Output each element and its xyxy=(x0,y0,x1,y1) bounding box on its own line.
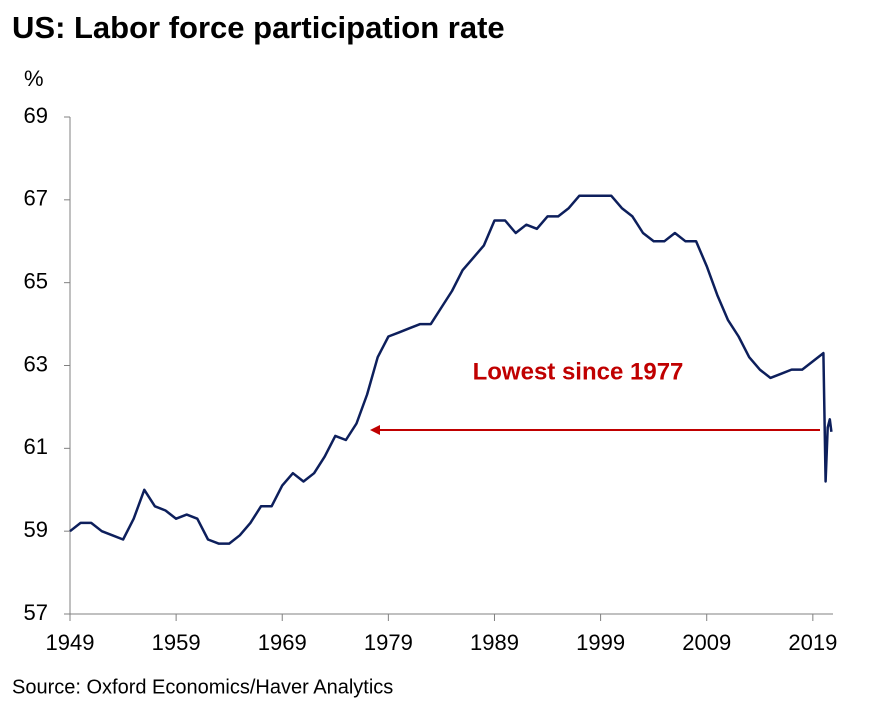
x-tick-label: 1959 xyxy=(152,630,201,655)
x-tick-label: 1949 xyxy=(46,630,95,655)
y-tick-label: 67 xyxy=(24,186,48,211)
x-tick-label: 1989 xyxy=(470,630,519,655)
annotation-arrowhead xyxy=(370,425,380,435)
chart-title: US: Labor force participation rate xyxy=(12,10,505,45)
x-tick-label: 1979 xyxy=(364,630,413,655)
annotation: Lowest since 1977 xyxy=(473,358,684,385)
y-tick-label: 65 xyxy=(24,268,48,293)
y-tick-label: 61 xyxy=(24,434,48,459)
x-tick-label: 2019 xyxy=(788,630,837,655)
y-tick-label: 63 xyxy=(24,351,48,376)
x-tick-label: 2009 xyxy=(682,630,731,655)
y-tick-label: 59 xyxy=(24,517,48,542)
x-tick-label: 1999 xyxy=(576,630,625,655)
y-tick-label: 69 xyxy=(24,103,48,128)
x-tick-label: 1969 xyxy=(258,630,307,655)
source: Source: Oxford Economics/Haver Analytics xyxy=(12,676,393,698)
data-line xyxy=(69,194,833,545)
y-tick-label: 57 xyxy=(24,600,48,625)
y-axis-label: % xyxy=(24,66,44,91)
